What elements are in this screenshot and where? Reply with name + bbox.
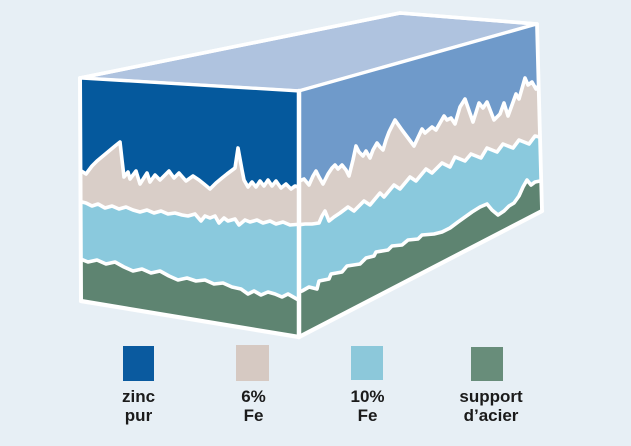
svg-text:10%: 10% [350, 387, 384, 406]
svg-text:Fe: Fe [244, 406, 264, 425]
svg-text:pur: pur [125, 406, 153, 425]
svg-text:support: support [459, 387, 523, 406]
svg-text:d’acier: d’acier [464, 406, 519, 425]
svg-text:zinc: zinc [122, 387, 155, 406]
svg-text:6%: 6% [241, 387, 266, 406]
svg-text:Fe: Fe [358, 406, 378, 425]
